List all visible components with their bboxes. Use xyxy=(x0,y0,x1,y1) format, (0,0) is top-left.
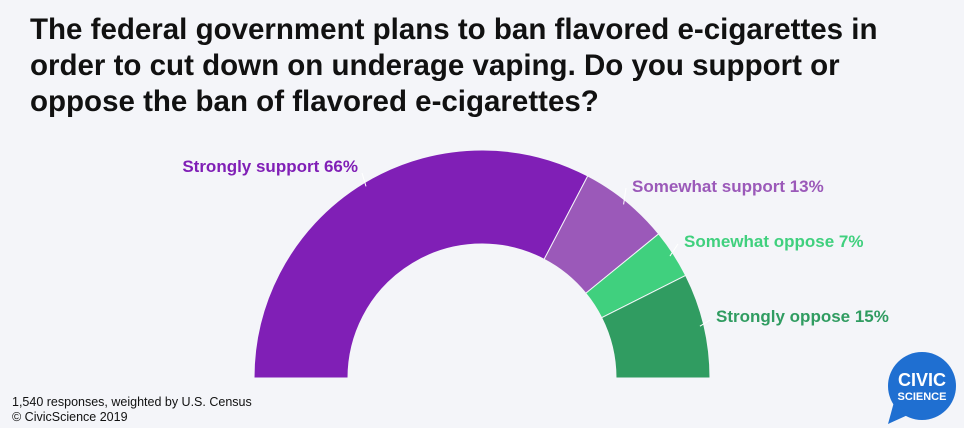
slice-strongly-support xyxy=(253,149,589,379)
label-somewhat-oppose: Somewhat oppose 7% xyxy=(684,232,863,251)
logo-text-civic: CIVIC xyxy=(898,370,946,390)
logo-text-science: SCIENCE xyxy=(898,391,947,403)
chart-labels: Strongly support 66% Somewhat support 13%… xyxy=(182,157,889,326)
chart-slices xyxy=(253,149,711,379)
leader-line-strongly-oppose xyxy=(699,319,711,327)
slice-strongly-oppose xyxy=(601,274,711,379)
logo-badge-circle xyxy=(888,352,956,420)
label-strongly-oppose: Strongly oppose 15% xyxy=(716,307,889,326)
copyright-note: © CivicScience 2019 xyxy=(12,410,128,424)
chart-leader-lines xyxy=(361,172,711,327)
logo-badge-tail xyxy=(888,402,910,424)
leader-line-strongly-support xyxy=(361,172,367,187)
label-somewhat-support: Somewhat support 13% xyxy=(632,177,824,196)
response-count-note: 1,540 responses, weighted by U.S. Census xyxy=(12,395,252,409)
label-strongly-support: Strongly support 66% xyxy=(182,157,358,176)
leader-line-somewhat-oppose xyxy=(669,243,679,257)
page-title: The federal government plans to ban flav… xyxy=(30,13,878,118)
civicscience-logo: CIVIC SCIENCE xyxy=(888,352,956,424)
leader-line-somewhat-support xyxy=(623,187,627,205)
